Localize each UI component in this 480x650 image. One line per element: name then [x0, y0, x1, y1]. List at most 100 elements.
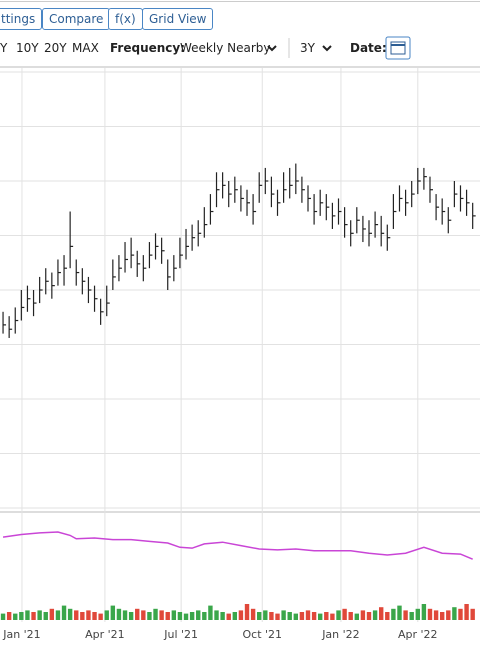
volume-bar [372, 610, 378, 620]
compare-button[interactable]: Compare [42, 8, 111, 30]
volume-bar [98, 613, 103, 620]
volume-bar [226, 613, 231, 620]
top-rule [0, 1, 480, 2]
x-tick-label: Apr '22 [398, 628, 438, 641]
volume-bar [110, 605, 116, 620]
chevron [267, 45, 277, 52]
volume-bar [299, 612, 305, 620]
volume-bar [55, 610, 61, 620]
volume-bar [196, 610, 201, 620]
volume-bar [208, 605, 213, 620]
date-label: Date: [350, 41, 387, 55]
volume-bar [214, 610, 219, 620]
volume-bar [263, 610, 268, 620]
volume-bar [159, 610, 164, 620]
volume-bar [49, 608, 55, 620]
period-option[interactable]: Y [0, 41, 8, 55]
volume-bar [202, 612, 207, 620]
volume-bar [153, 608, 158, 620]
x-tick-label: Jan '22 [321, 628, 359, 641]
volume-bar [415, 608, 420, 620]
calendar-frame [385, 36, 411, 60]
volume-bar [305, 610, 311, 620]
volume-bar [189, 612, 195, 620]
volume-bar [232, 612, 238, 620]
fx-button[interactable]: f(x) [108, 8, 143, 30]
volume-bar [439, 612, 445, 620]
volume-bar [74, 610, 79, 620]
volume-bar [67, 608, 73, 620]
volume-bar [238, 610, 244, 620]
volume-bar [287, 612, 292, 620]
volume-bar [147, 612, 152, 620]
volume-bar [6, 612, 12, 620]
volume-bar [470, 608, 475, 620]
volume-bar [244, 604, 250, 620]
frequency-select[interactable]: Weekly Nearby [180, 41, 271, 55]
volume-bar [391, 608, 396, 620]
volume-bar [403, 610, 408, 620]
volume-bar [116, 608, 122, 620]
volume-bar [281, 610, 286, 620]
x-tick-label: Jul '21 [163, 628, 198, 641]
volume-bar [104, 610, 109, 620]
volume-bar [293, 613, 299, 620]
calendar-button[interactable] [385, 36, 411, 60]
range-select[interactable]: 3Y [300, 41, 315, 55]
oscillator-line [2, 531, 473, 560]
volume-bar [220, 612, 225, 620]
volume-bar [318, 613, 323, 620]
volume-bar [452, 607, 457, 620]
chevron [322, 45, 332, 52]
volume-bar [427, 608, 433, 620]
period-option[interactable]: 20Y [44, 41, 67, 55]
volume-bar [86, 610, 91, 620]
volume-bar [165, 612, 170, 620]
volume-bar [257, 612, 262, 620]
volume-bar [360, 610, 366, 620]
volume-bar [397, 605, 402, 620]
volume-bar [348, 612, 353, 620]
volume-bar [366, 612, 372, 620]
volume-bar [250, 608, 256, 620]
volume-bar [37, 610, 42, 620]
x-tick-label: Oct '21 [242, 628, 282, 641]
volume-bar [464, 604, 469, 620]
volume-bar [171, 610, 177, 620]
period-option[interactable]: 10Y [16, 41, 39, 55]
volume-bar [378, 607, 384, 620]
volume-bar [183, 613, 189, 620]
volume-bar [135, 608, 140, 620]
frequency-label: Frequency: [110, 41, 186, 55]
volume-bar [433, 610, 439, 620]
volume-bar [25, 610, 30, 620]
volume-bar [354, 613, 359, 620]
volume-bar [177, 612, 183, 620]
volume-bar [19, 612, 24, 620]
grid-view-button[interactable]: Grid View [142, 8, 214, 30]
volume-bar [80, 612, 85, 620]
volume-bar [122, 610, 128, 620]
volume-bar [43, 612, 48, 620]
volume-bar [13, 613, 18, 620]
volume-bar [275, 613, 280, 620]
volume-bar [0, 613, 6, 620]
volume-bar [446, 610, 451, 620]
period-option[interactable]: MAX [72, 41, 99, 55]
volume-bar [409, 612, 414, 620]
volume-bar [141, 610, 146, 620]
calendar-icon [390, 41, 406, 55]
settings-button[interactable]: ttings [0, 8, 43, 30]
volume-bar [385, 612, 390, 620]
volume-bar [458, 608, 463, 620]
volume-bar [128, 612, 134, 620]
volume-bar [311, 612, 317, 620]
volume-bar [342, 608, 347, 620]
volume-bar [336, 610, 341, 620]
volume-bar [92, 612, 97, 620]
volume-bar [324, 612, 329, 620]
volume-bar [330, 613, 335, 620]
volume-bar [31, 612, 36, 620]
